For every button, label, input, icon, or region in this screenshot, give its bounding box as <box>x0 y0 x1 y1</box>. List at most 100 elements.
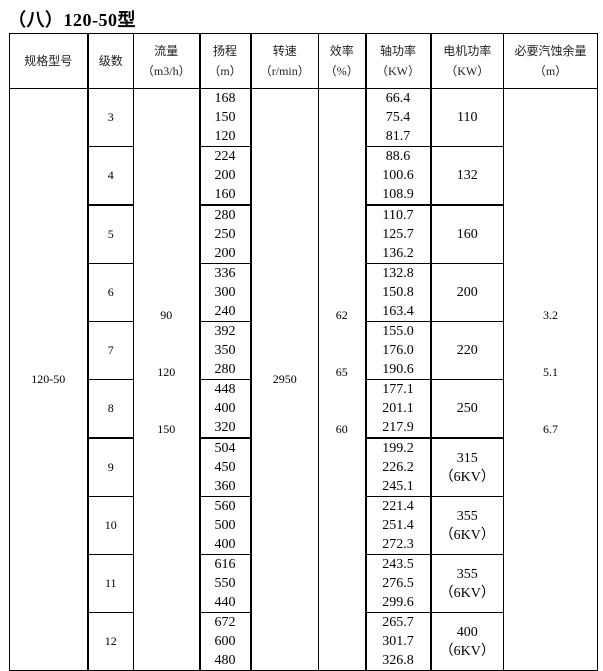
npsh-value: 3.2 <box>543 308 558 323</box>
shaft-power-cell: 243.5 276.5 299.6 <box>364 554 432 613</box>
table-row: 8 448 400 320 177.1 201.1 217.9 250 <box>10 379 598 439</box>
shaft-power-value: 88.6 <box>385 149 411 164</box>
shaft-power-value: 66.4 <box>385 91 411 106</box>
shaft-power-value: 150.8 <box>382 285 414 300</box>
header-label: 扬程 <box>212 44 237 58</box>
header-head: 扬程 （m） <box>198 33 252 89</box>
motor-power-value: 200 <box>456 285 478 300</box>
shaft-power-value: 136.2 <box>382 246 414 261</box>
header-label: 电机功率 <box>443 44 492 58</box>
flow-cell: 90 120 150 <box>133 88 200 671</box>
shaft-power-value: 163.4 <box>382 304 414 319</box>
header-label: 转速 <box>272 44 297 58</box>
npsh-value: 5.1 <box>543 365 558 380</box>
head-value: 616 <box>214 557 236 572</box>
shaft-power-value: 199.2 <box>382 441 414 456</box>
shaft-power-cell: 155.0 176.0 190.6 <box>364 321 432 380</box>
head-cell: 224 200 160 <box>198 146 252 206</box>
head-value: 280 <box>214 362 236 377</box>
stage-cell: 11 <box>86 554 134 613</box>
table-row: 10 560 500 400 221.4 251.4 272.3 355 （6KV） <box>10 496 598 555</box>
motor-power-cell: 160 <box>430 204 504 264</box>
header-unit: （KW） <box>445 64 490 78</box>
header-shaft-power: 轴功率 （KW） <box>364 33 432 89</box>
motor-power-value: 250 <box>456 401 478 416</box>
table-row: 11 616 550 440 243.5 276.5 299.6 355 （6KV） <box>10 554 598 613</box>
head-value: 360 <box>214 479 236 494</box>
shaft-power-value: 75.4 <box>385 110 411 125</box>
head-value: 500 <box>214 518 236 533</box>
table-title: （八）120-50型 <box>8 10 136 30</box>
shaft-power-value: 245.1 <box>382 479 414 494</box>
shaft-power-value: 217.9 <box>382 420 414 435</box>
table-row: 6 336 300 240 132.8 150.8 163.4 200 <box>10 263 598 322</box>
head-cell: 560 500 400 <box>198 496 252 555</box>
head-value: 450 <box>214 460 236 475</box>
head-value: 448 <box>214 382 236 397</box>
head-value: 160 <box>214 187 236 202</box>
stage-cell: 8 <box>86 379 134 439</box>
efficiency-value: 65 <box>335 365 348 380</box>
header-unit: （%） <box>324 64 359 78</box>
stage-cell: 10 <box>86 496 134 555</box>
pump-spec-table: 规格型号 级数 流量 （m3/h） 扬程 （m） 转速 （r/min） 效率 （%） 轴功率 （KW）… <box>9 33 598 671</box>
head-value: 672 <box>214 615 236 630</box>
motor-voltage-note: （6KV） <box>439 527 495 543</box>
table-row: 120-50 3 90 120 150 168 150 120 2950 62 65 60 66.4 75… <box>9 88 598 671</box>
shaft-power-value: 301.7 <box>382 634 414 649</box>
header-npsh: 必要汽蚀余量 （m） <box>503 33 598 89</box>
header-unit: （m3/h） <box>141 64 191 78</box>
motor-power-value: 220 <box>456 343 478 358</box>
shaft-power-value: 81.7 <box>385 129 411 144</box>
motor-power-value: 132 <box>456 168 478 183</box>
header-motor-power: 电机功率 （KW） <box>430 33 504 89</box>
speed-cell: 2950 <box>250 88 319 671</box>
header-efficiency: 效率 （%） <box>318 33 366 89</box>
head-value: 600 <box>214 634 236 649</box>
motor-power-cell: 315 （6KV） <box>430 437 504 497</box>
efficiency-value: 62 <box>335 308 348 323</box>
shaft-power-cell: 221.4 251.4 272.3 <box>364 496 432 555</box>
head-value: 200 <box>214 168 236 183</box>
header-label: 轴功率 <box>379 44 416 58</box>
motor-power-cell: 200 <box>430 263 504 322</box>
head-cell: 616 550 440 <box>198 554 252 613</box>
head-value: 300 <box>214 285 236 300</box>
head-value: 280 <box>214 208 236 223</box>
motor-power-value: 400 <box>456 624 478 640</box>
shaft-power-cell: 177.1 201.1 217.9 <box>364 379 432 439</box>
motor-voltage-note: （6KV） <box>439 585 495 601</box>
motor-power-value: 160 <box>456 227 478 242</box>
stage-cell: 4 <box>86 146 134 206</box>
shaft-power-value: 299.6 <box>382 595 414 610</box>
shaft-power-value: 272.3 <box>382 537 414 552</box>
shaft-power-value: 243.5 <box>382 557 414 572</box>
head-value: 250 <box>214 227 236 242</box>
motor-power-cell: 355 （6KV） <box>430 496 504 555</box>
stage-cell: 7 <box>86 321 134 380</box>
shaft-power-value: 176.0 <box>382 343 414 358</box>
table-row: 5 280 250 200 110.7 125.7 136.2 160 <box>10 204 598 264</box>
shaft-power-value: 190.6 <box>382 362 414 377</box>
shaft-power-cell: 199.2 226.2 245.1 <box>364 437 432 497</box>
header-label: 规格型号 <box>24 54 73 68</box>
head-value: 440 <box>214 595 236 610</box>
head-value: 400 <box>214 401 236 416</box>
shaft-power-value: 100.6 <box>382 168 414 183</box>
motor-power-value: 315 <box>456 450 478 466</box>
stage-cell: 5 <box>86 204 134 264</box>
head-cell: 672 600 480 <box>198 612 252 671</box>
head-cell: 504 450 360 <box>198 437 252 497</box>
motor-power-cell: 110 <box>430 88 504 147</box>
head-cell: 168 150 120 <box>198 88 252 147</box>
shaft-power-value: 125.7 <box>382 227 414 242</box>
head-cell: 392 350 280 <box>198 321 252 380</box>
header-label: 必要汽蚀余量 <box>514 44 587 58</box>
header-unit: （r/min） <box>259 64 310 78</box>
motor-power-cell: 220 <box>430 321 504 380</box>
motor-power-cell: 132 <box>430 146 504 206</box>
shaft-power-value: 326.8 <box>382 653 414 668</box>
head-value: 560 <box>214 499 236 514</box>
head-value: 336 <box>214 266 236 281</box>
motor-voltage-note: （6KV） <box>439 469 495 485</box>
